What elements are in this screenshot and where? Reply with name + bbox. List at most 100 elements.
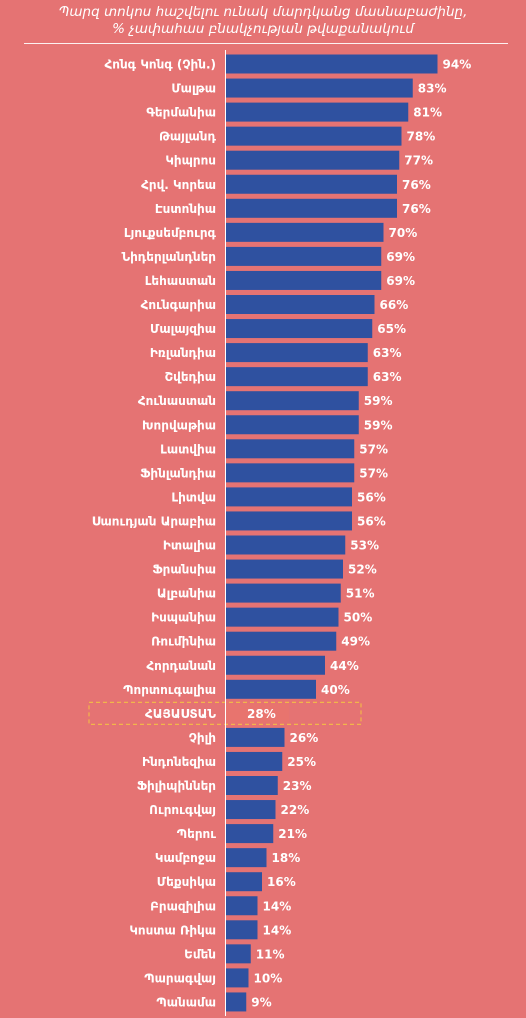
- value-label: 78%: [407, 130, 436, 144]
- bar-9: [226, 246, 382, 266]
- category-label: Չիլի: [189, 731, 216, 745]
- category-label: Հունաստան: [138, 394, 216, 408]
- value-label: 83%: [418, 82, 447, 96]
- bar-12: [226, 319, 373, 339]
- bar-7: [226, 198, 397, 218]
- category-label: Լատվիա: [160, 442, 216, 456]
- category-label: Բրազիլիա: [150, 899, 216, 913]
- chart-title-line-2: % չափահաս բնակչության թվաքանակում: [112, 21, 414, 37]
- category-label: Լեհաստան: [145, 274, 216, 288]
- bar-31: [226, 776, 278, 795]
- value-label: 94%: [443, 58, 472, 72]
- bar-35: [226, 872, 262, 892]
- bar-24: [226, 607, 339, 627]
- value-label: 51%: [346, 587, 375, 601]
- bar-27: [226, 679, 316, 699]
- category-label: Կոստա Ռիկա: [129, 923, 216, 937]
- value-label: 56%: [357, 514, 386, 528]
- value-label: 21%: [278, 827, 307, 841]
- value-label: 23%: [283, 779, 312, 793]
- value-label: 14%: [263, 899, 292, 913]
- value-label: 70%: [389, 226, 418, 240]
- value-label: 18%: [272, 851, 301, 865]
- value-label: 9%: [251, 995, 271, 1009]
- bar-29: [226, 727, 285, 747]
- value-label: 28%: [247, 707, 276, 721]
- value-label: 26%: [290, 731, 319, 745]
- bar-37: [226, 920, 258, 940]
- bar-36: [226, 896, 258, 916]
- category-label: Հրվ. Կորեա: [141, 178, 216, 192]
- bar-34: [226, 848, 267, 868]
- category-label: ՀԱՅԱՍՏԱՆ: [145, 707, 216, 721]
- category-label: Մալայզիա: [150, 322, 216, 336]
- category-label: Լիտվա: [171, 490, 216, 504]
- bar-39: [226, 968, 249, 988]
- bar-33: [226, 824, 274, 844]
- bar-4: [226, 126, 402, 146]
- category-label: Ռումինիա: [151, 635, 216, 649]
- value-label: 66%: [380, 298, 409, 312]
- value-label: 50%: [344, 611, 373, 625]
- bar-19: [226, 487, 352, 507]
- bar-38: [226, 944, 251, 964]
- value-label: 76%: [402, 202, 431, 216]
- category-label: Ֆիլիպիններ: [137, 779, 216, 793]
- title-divider: [24, 43, 508, 44]
- value-label: 76%: [402, 178, 431, 192]
- value-label: 11%: [256, 947, 285, 961]
- value-label: 56%: [357, 490, 386, 504]
- bar-22: [226, 559, 343, 579]
- category-label: Հոնգ Կոնգ (Չին.): [104, 58, 216, 72]
- category-label: Գերմանիա: [146, 106, 216, 120]
- bar-13: [226, 343, 368, 363]
- value-label: 25%: [287, 755, 316, 769]
- bar-1: [226, 54, 438, 74]
- category-label: Պանամա: [156, 995, 216, 1009]
- value-label: 63%: [373, 370, 402, 384]
- bar-21: [226, 535, 346, 555]
- bar-30: [226, 751, 283, 771]
- chart-title: Պարզ տոկոս հաշվելու ունակ մարդկանց մասնա…: [0, 4, 526, 38]
- category-label: Կամբոջա: [155, 851, 216, 865]
- category-label: Թայլանդ: [159, 130, 216, 144]
- value-label: 22%: [281, 803, 310, 817]
- value-label: 14%: [263, 923, 292, 937]
- bar-17: [226, 439, 355, 459]
- value-label: 49%: [341, 635, 370, 649]
- category-label: Ֆինլանդիա: [140, 466, 216, 480]
- bar-32: [226, 800, 276, 820]
- bar-28: [226, 703, 289, 723]
- category-label: Ուրուգվայ: [149, 803, 216, 817]
- value-label: 57%: [359, 442, 388, 456]
- value-label: 65%: [377, 322, 406, 336]
- value-label: 44%: [330, 659, 359, 673]
- category-label: Իռլանդիա: [150, 346, 216, 360]
- category-label: Ալբանիա: [157, 587, 216, 601]
- category-label: Լյուքսեմբուրգ: [124, 226, 217, 240]
- category-label: Ֆրանսիա: [152, 563, 216, 577]
- bar-3: [226, 102, 409, 122]
- bar-2: [226, 78, 413, 98]
- category-label: Էստոնիա: [155, 202, 216, 216]
- value-label: 63%: [373, 346, 402, 360]
- category-label: Պորտուգալիա: [123, 683, 216, 697]
- bar-26: [226, 655, 325, 675]
- category-label: Սաուդյան Արաբիա: [92, 514, 216, 528]
- value-label: 81%: [413, 106, 442, 120]
- category-label: Պերու: [177, 827, 217, 841]
- category-label: Ինդոնեզիա: [142, 755, 216, 769]
- category-label: Մեքսիկա: [157, 875, 216, 889]
- bar-20: [226, 511, 352, 531]
- bar-18: [226, 463, 355, 483]
- bar-8: [226, 222, 384, 242]
- bar-6: [226, 174, 397, 194]
- value-label: 77%: [404, 154, 433, 168]
- chart-title-line-1: Պարզ տոկոս հաշվելու ունակ մարդկանց մասնա…: [58, 4, 468, 20]
- category-label: Խորվաթիա: [142, 418, 216, 432]
- value-label: 16%: [267, 875, 296, 889]
- bar-15: [226, 391, 359, 411]
- category-label: Հորդանան: [146, 659, 216, 673]
- bar-23: [226, 583, 341, 603]
